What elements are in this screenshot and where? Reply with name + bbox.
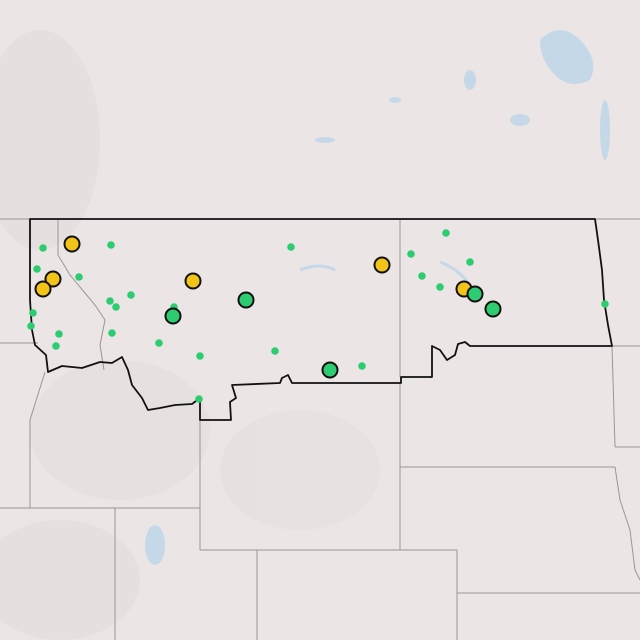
yellow-site-marker[interactable] [44, 270, 62, 288]
small-site-marker[interactable] [107, 241, 115, 249]
green-site-marker[interactable] [321, 361, 339, 379]
small-site-marker[interactable] [127, 291, 135, 299]
small-site-marker[interactable] [196, 352, 204, 360]
small-site-marker[interactable] [271, 347, 279, 355]
small-site-marker[interactable] [29, 309, 37, 317]
water-bodies [145, 30, 610, 565]
yellow-site-marker[interactable] [63, 235, 81, 253]
small-site-marker[interactable] [108, 329, 116, 337]
terrain-shading [0, 30, 380, 640]
yellow-site-marker[interactable] [34, 280, 52, 298]
green-site-marker[interactable] [164, 307, 182, 325]
small-site-marker[interactable] [55, 330, 63, 338]
small-site-marker[interactable] [112, 303, 120, 311]
small-site-marker[interactable] [75, 273, 83, 281]
green-site-marker[interactable] [466, 285, 484, 303]
small-site-marker[interactable] [407, 250, 415, 258]
yellow-site-marker[interactable] [184, 272, 202, 290]
small-site-marker[interactable] [436, 283, 444, 291]
small-site-marker[interactable] [52, 342, 60, 350]
site-markers [27, 229, 609, 403]
small-site-marker[interactable] [442, 229, 450, 237]
small-site-marker[interactable] [418, 272, 426, 280]
small-site-marker[interactable] [27, 322, 35, 330]
small-site-marker[interactable] [195, 395, 203, 403]
small-site-marker[interactable] [39, 244, 47, 252]
small-site-marker[interactable] [155, 339, 163, 347]
yellow-site-marker[interactable] [373, 256, 391, 274]
green-site-marker[interactable] [237, 291, 255, 309]
green-site-marker[interactable] [484, 300, 502, 318]
region-outline-montana-north-dakota [29, 218, 613, 421]
small-site-marker[interactable] [601, 300, 609, 308]
small-site-marker[interactable] [358, 362, 366, 370]
small-site-marker[interactable] [287, 243, 295, 251]
small-site-marker[interactable] [466, 258, 474, 266]
small-site-marker[interactable] [33, 265, 41, 273]
small-site-marker[interactable] [106, 297, 114, 305]
